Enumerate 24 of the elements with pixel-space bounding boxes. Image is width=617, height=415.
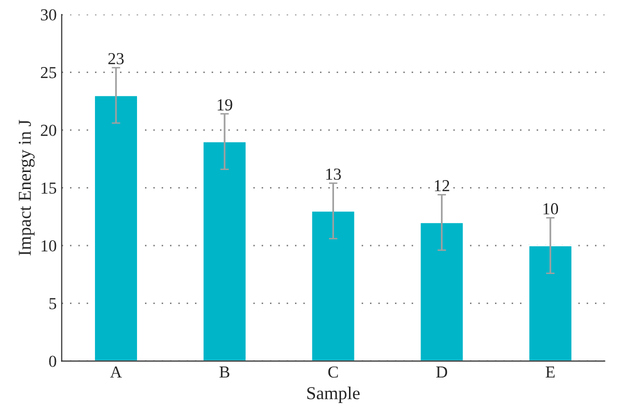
bar [310, 210, 356, 362]
x-tick-label: D [436, 366, 448, 378]
data-label: 19 [218, 99, 232, 110]
data-label: 13 [326, 168, 341, 180]
y-tick-label: 20 [40, 124, 56, 136]
bar [528, 244, 573, 362]
y-tick-label: 25 [40, 67, 56, 78]
bar [94, 94, 138, 362]
y-tick-label: 30 [40, 9, 56, 20]
data-label: 23 [108, 53, 124, 64]
x-axis-title: Sample [307, 386, 360, 403]
y-tick-label: 5 [49, 298, 56, 310]
y-axis-title: Impact Energy in J [18, 120, 35, 256]
data-label: 12 [434, 180, 450, 192]
x-tick-label: C [328, 366, 338, 378]
x-tick-label: B [220, 366, 230, 378]
data-label: 10 [543, 203, 558, 214]
bar [419, 222, 464, 362]
bar [202, 140, 247, 362]
x-tick-label: E [546, 366, 555, 378]
x-tick-label: A [110, 366, 122, 378]
y-tick-label: 0 [49, 356, 56, 367]
y-tick-label: 10 [42, 240, 56, 252]
y-tick-label: 15 [42, 182, 56, 194]
